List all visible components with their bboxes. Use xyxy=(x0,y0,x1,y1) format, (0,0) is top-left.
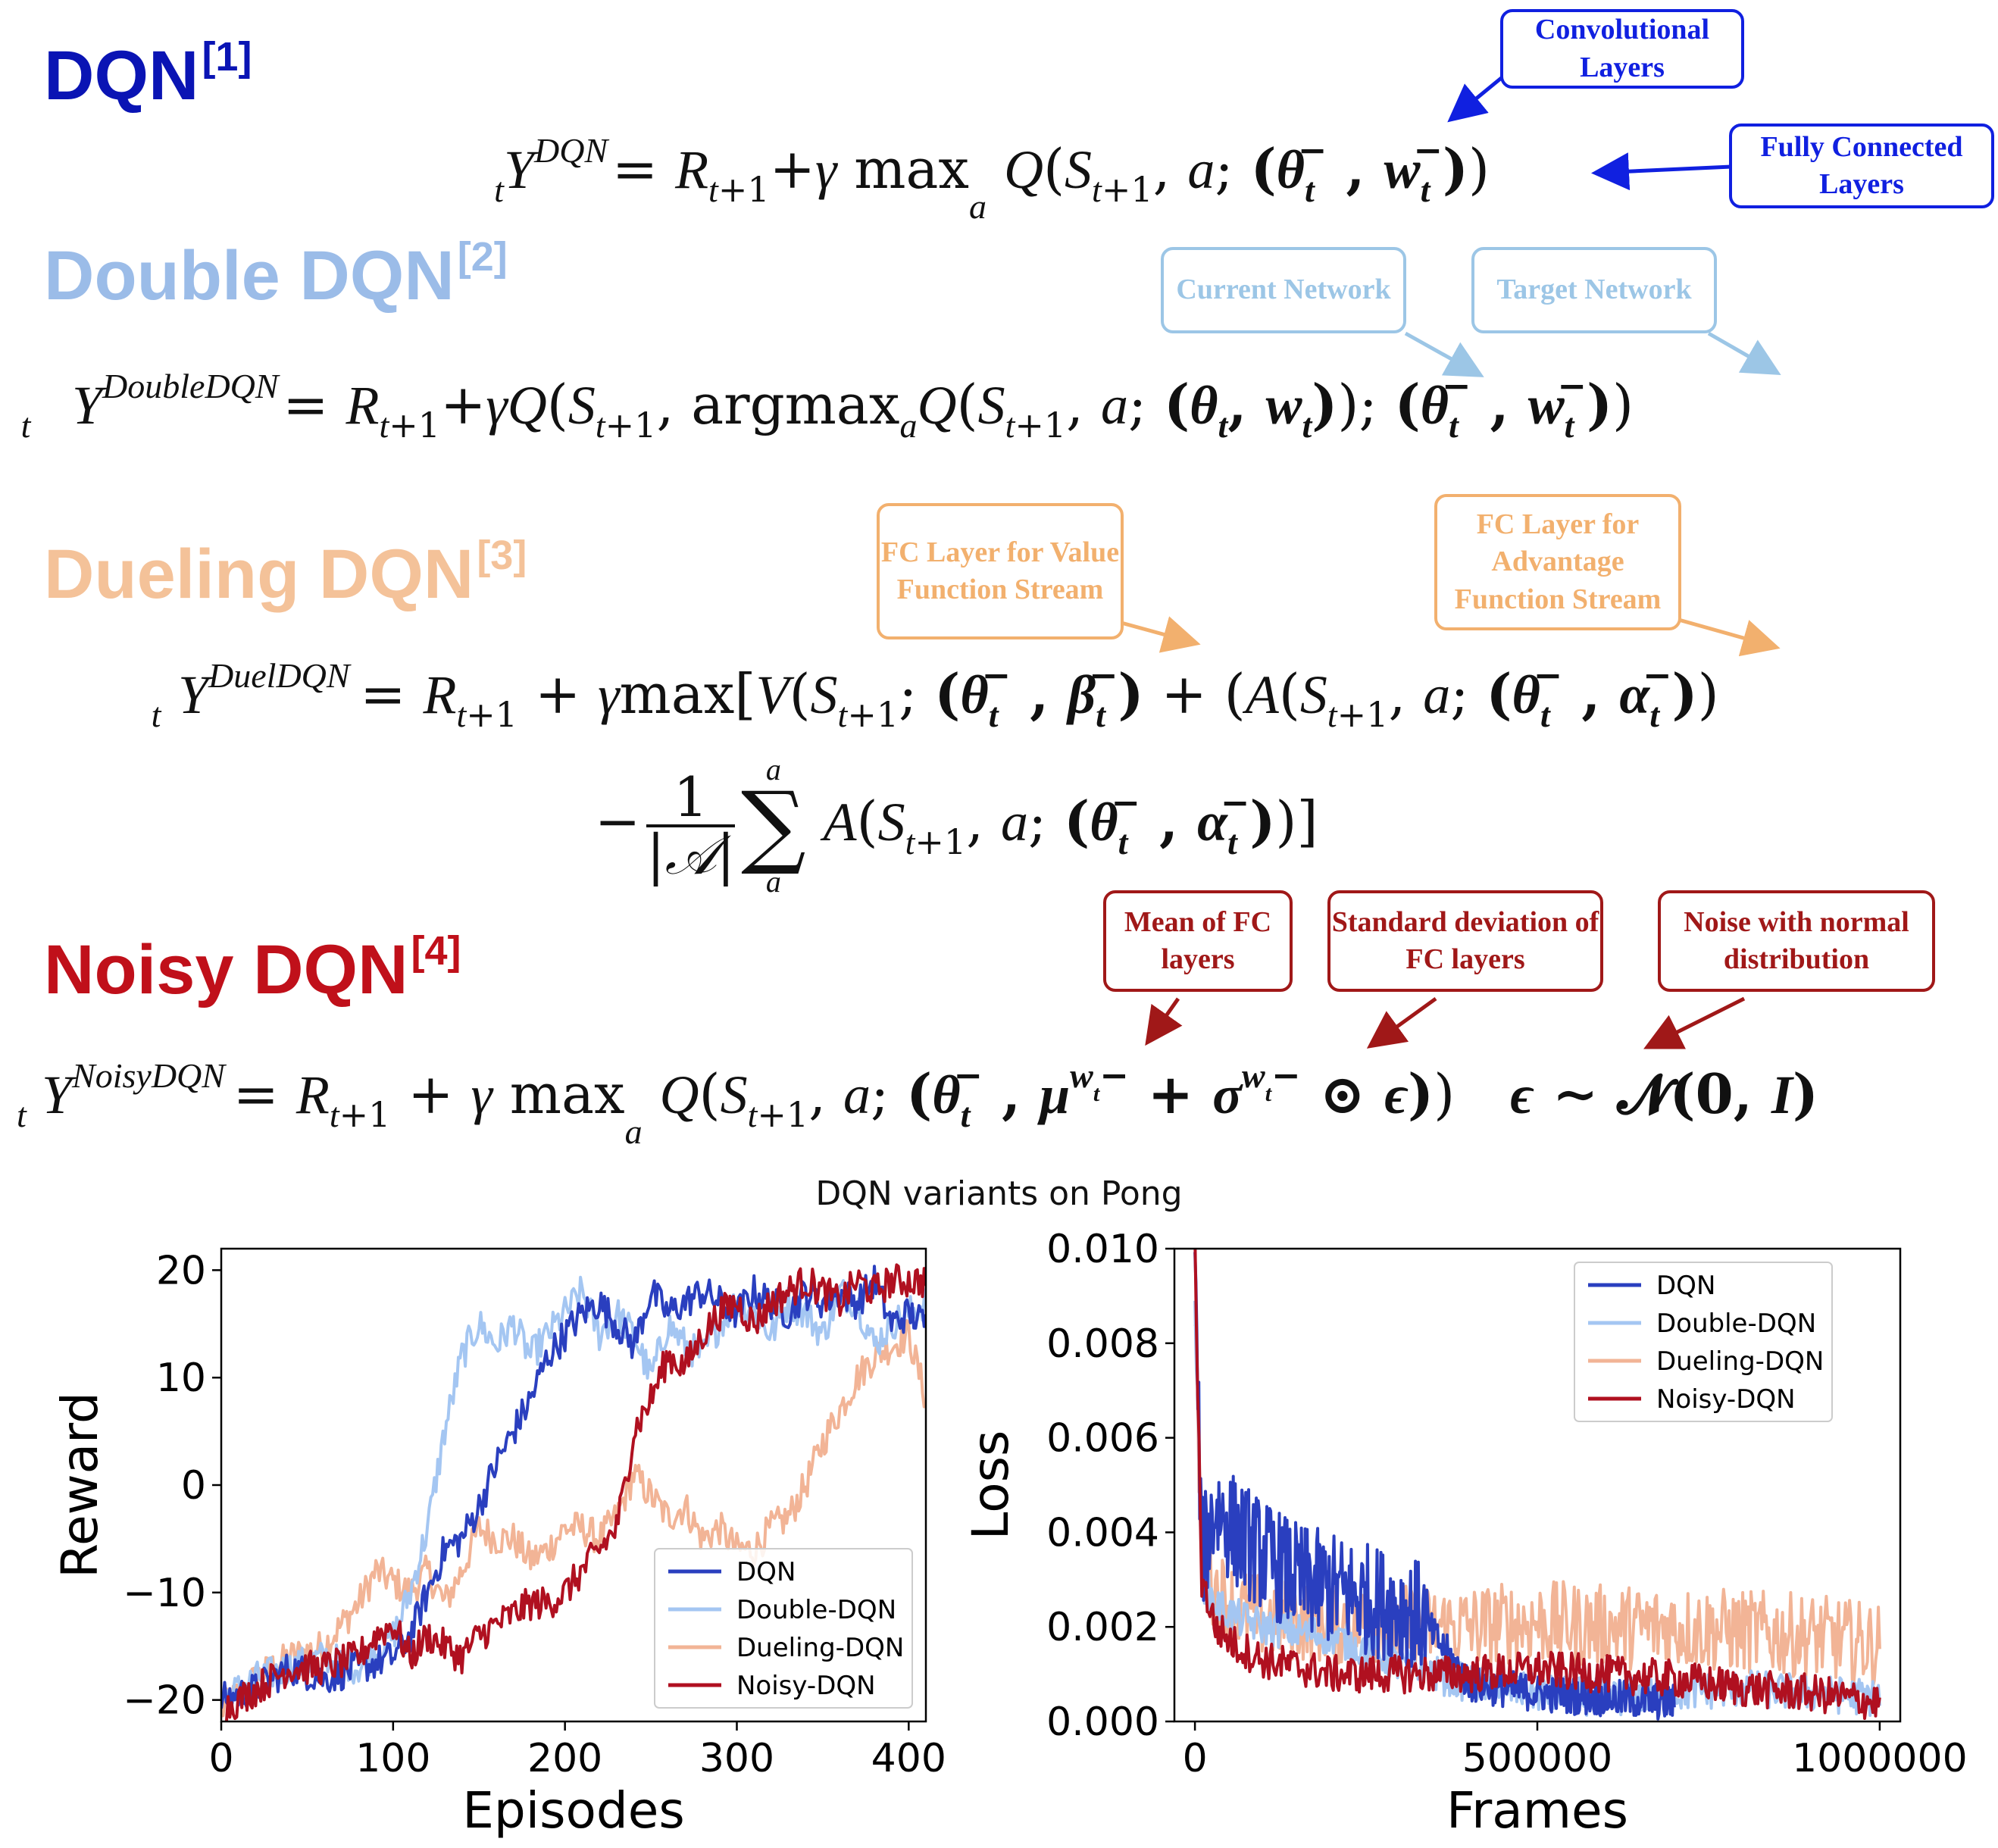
dueling-title: Dueling DQN xyxy=(44,536,474,613)
y-tick-label: 0.010 xyxy=(1046,1227,1159,1272)
callout-current-network: Current Network xyxy=(1161,247,1406,333)
dueling-equation-line1: YDuelDQNt = Rt+1 + γmax[V(St+1; (θt− , β… xyxy=(151,655,1719,735)
y-tick-label: 20 xyxy=(156,1248,206,1293)
arrow-mean xyxy=(1145,997,1183,1046)
y-tick-label: 10 xyxy=(156,1356,206,1401)
x-tick-label: 500000 xyxy=(1462,1736,1613,1781)
callout-arrows xyxy=(1121,74,1781,1049)
noisy-title: Noisy DQN xyxy=(44,931,408,1008)
legend-box-1 xyxy=(1574,1262,1833,1422)
arrow-fully-connected xyxy=(1591,152,1732,191)
legend-label: DQN xyxy=(736,1557,796,1587)
y-tick-label: −10 xyxy=(123,1571,206,1616)
dueling-equation-line2: −1 |𝒜| a ∑ a A(St+1, a; (θt− , αt−))] xyxy=(595,752,1318,899)
arrow-advantage-stream xyxy=(1670,615,1781,657)
series-line-noisy-dqn xyxy=(221,1263,926,1721)
y-tick-label: 0 xyxy=(181,1463,206,1509)
dueling-ref: [3] xyxy=(477,533,527,578)
x-tick-label: 1000000 xyxy=(1792,1736,1968,1781)
dqn-title: DQN xyxy=(44,37,199,114)
double-ref: [2] xyxy=(457,234,508,280)
dqn-equation: YDQNt = Rt+1+γ maxa Q(St+1, a; (θt− , wt… xyxy=(494,130,1490,226)
y-tick-label: 0.000 xyxy=(1046,1699,1159,1745)
double-equation: YDoubleDQNt = Rt+1+γQ(St+1, argmaxaQ(St+… xyxy=(20,365,1634,446)
arrow-noise xyxy=(1643,996,1746,1049)
y-tick-label: −20 xyxy=(123,1678,206,1724)
dqn-ref: [1] xyxy=(202,34,252,80)
callout-target-network: Target Network xyxy=(1471,247,1717,333)
noisy-ref: [4] xyxy=(411,928,461,974)
legend-label: Noisy-DQN xyxy=(736,1671,876,1701)
arrow-target-network xyxy=(1707,331,1781,375)
chart-1: 0 500000 1000000 0.000 0.002 0.004 0.006 0.008 0… xyxy=(961,1227,1968,1840)
series-line-dqn xyxy=(221,1265,926,1709)
legend-label: DQN xyxy=(1656,1271,1715,1301)
x-tick-label: 0 xyxy=(208,1736,233,1781)
arrow-std xyxy=(1366,996,1437,1049)
callout-mean-of-fc-layers: Mean of FC layers xyxy=(1103,890,1293,992)
arrow-convolutional xyxy=(1447,74,1506,123)
x-axis-label: Frames xyxy=(1446,1781,1628,1840)
noisy-heading: Noisy DQN[4] xyxy=(44,930,461,1005)
arrow-current-network xyxy=(1404,331,1484,377)
x-tick-label: 0 xyxy=(1183,1736,1208,1781)
series-line-dueling-dqn xyxy=(221,1319,926,1718)
y-tick-label: 0.008 xyxy=(1046,1321,1159,1367)
callout-convolutional-layers: Convolutional Layers xyxy=(1500,9,1744,89)
chart-series-group-0 xyxy=(221,1263,926,1721)
series-line-dqn xyxy=(1193,1252,1676,1721)
callout-fully-connected-layers: Fully Connected Layers xyxy=(1729,124,1994,208)
chart-series-group-1 xyxy=(1193,1249,1881,1721)
x-tick-label: 300 xyxy=(699,1736,774,1781)
y-tick-label: 0.004 xyxy=(1046,1510,1159,1556)
double-heading: Double DQN[2] xyxy=(44,236,508,311)
legend-label: Dueling-DQN xyxy=(736,1633,904,1663)
x-tick-label: 400 xyxy=(871,1736,946,1781)
y-tick-label: 0.006 xyxy=(1046,1416,1159,1462)
callout-advantage-function-stream: FC Layer for Advantage Function Stream xyxy=(1434,494,1681,630)
legend-box-0 xyxy=(654,1548,913,1709)
x-axis-label: Episodes xyxy=(462,1781,685,1840)
chart-0: 0 100 200 300 400 −20 −10 0 10 20 Episodes Reward DQ… xyxy=(51,1247,946,1840)
double-title: Double DQN xyxy=(44,237,455,314)
arrow-value-stream xyxy=(1121,616,1201,653)
callout-value-function-stream: FC Layer for Value Function Stream xyxy=(877,503,1124,639)
callout-noise-normal-distribution: Noise with normal distribution xyxy=(1658,890,1935,992)
legend-label: Noisy-DQN xyxy=(1656,1384,1796,1415)
charts-area: 0 100 200 300 400 −20 −10 0 10 20 Episodes Reward DQ… xyxy=(51,1227,1968,1840)
x-tick-label: 100 xyxy=(355,1736,430,1781)
series-line-noisy-dqn xyxy=(1193,1249,1881,1720)
x-tick-label: 200 xyxy=(527,1736,602,1781)
legend-label: Double-DQN xyxy=(736,1595,896,1625)
chart-title: DQN variants on Pong xyxy=(815,1174,1183,1213)
y-tick-label: 0.002 xyxy=(1046,1605,1159,1650)
noisy-equation: YNoisyDQNt = Rt+1 + γ maxa Q(St+1, a; (θ… xyxy=(16,1055,1818,1151)
dqn-heading: DQN[1] xyxy=(44,36,252,111)
legend-label: Dueling-DQN xyxy=(1656,1346,1824,1377)
dueling-heading: Dueling DQN[3] xyxy=(44,535,527,609)
legend-label: Double-DQN xyxy=(1656,1309,1816,1339)
y-axis-label: Reward xyxy=(51,1392,109,1578)
callout-std-of-fc-layers: Standard deviation of FC layers xyxy=(1327,890,1603,992)
y-axis-label: Loss xyxy=(961,1431,1020,1540)
